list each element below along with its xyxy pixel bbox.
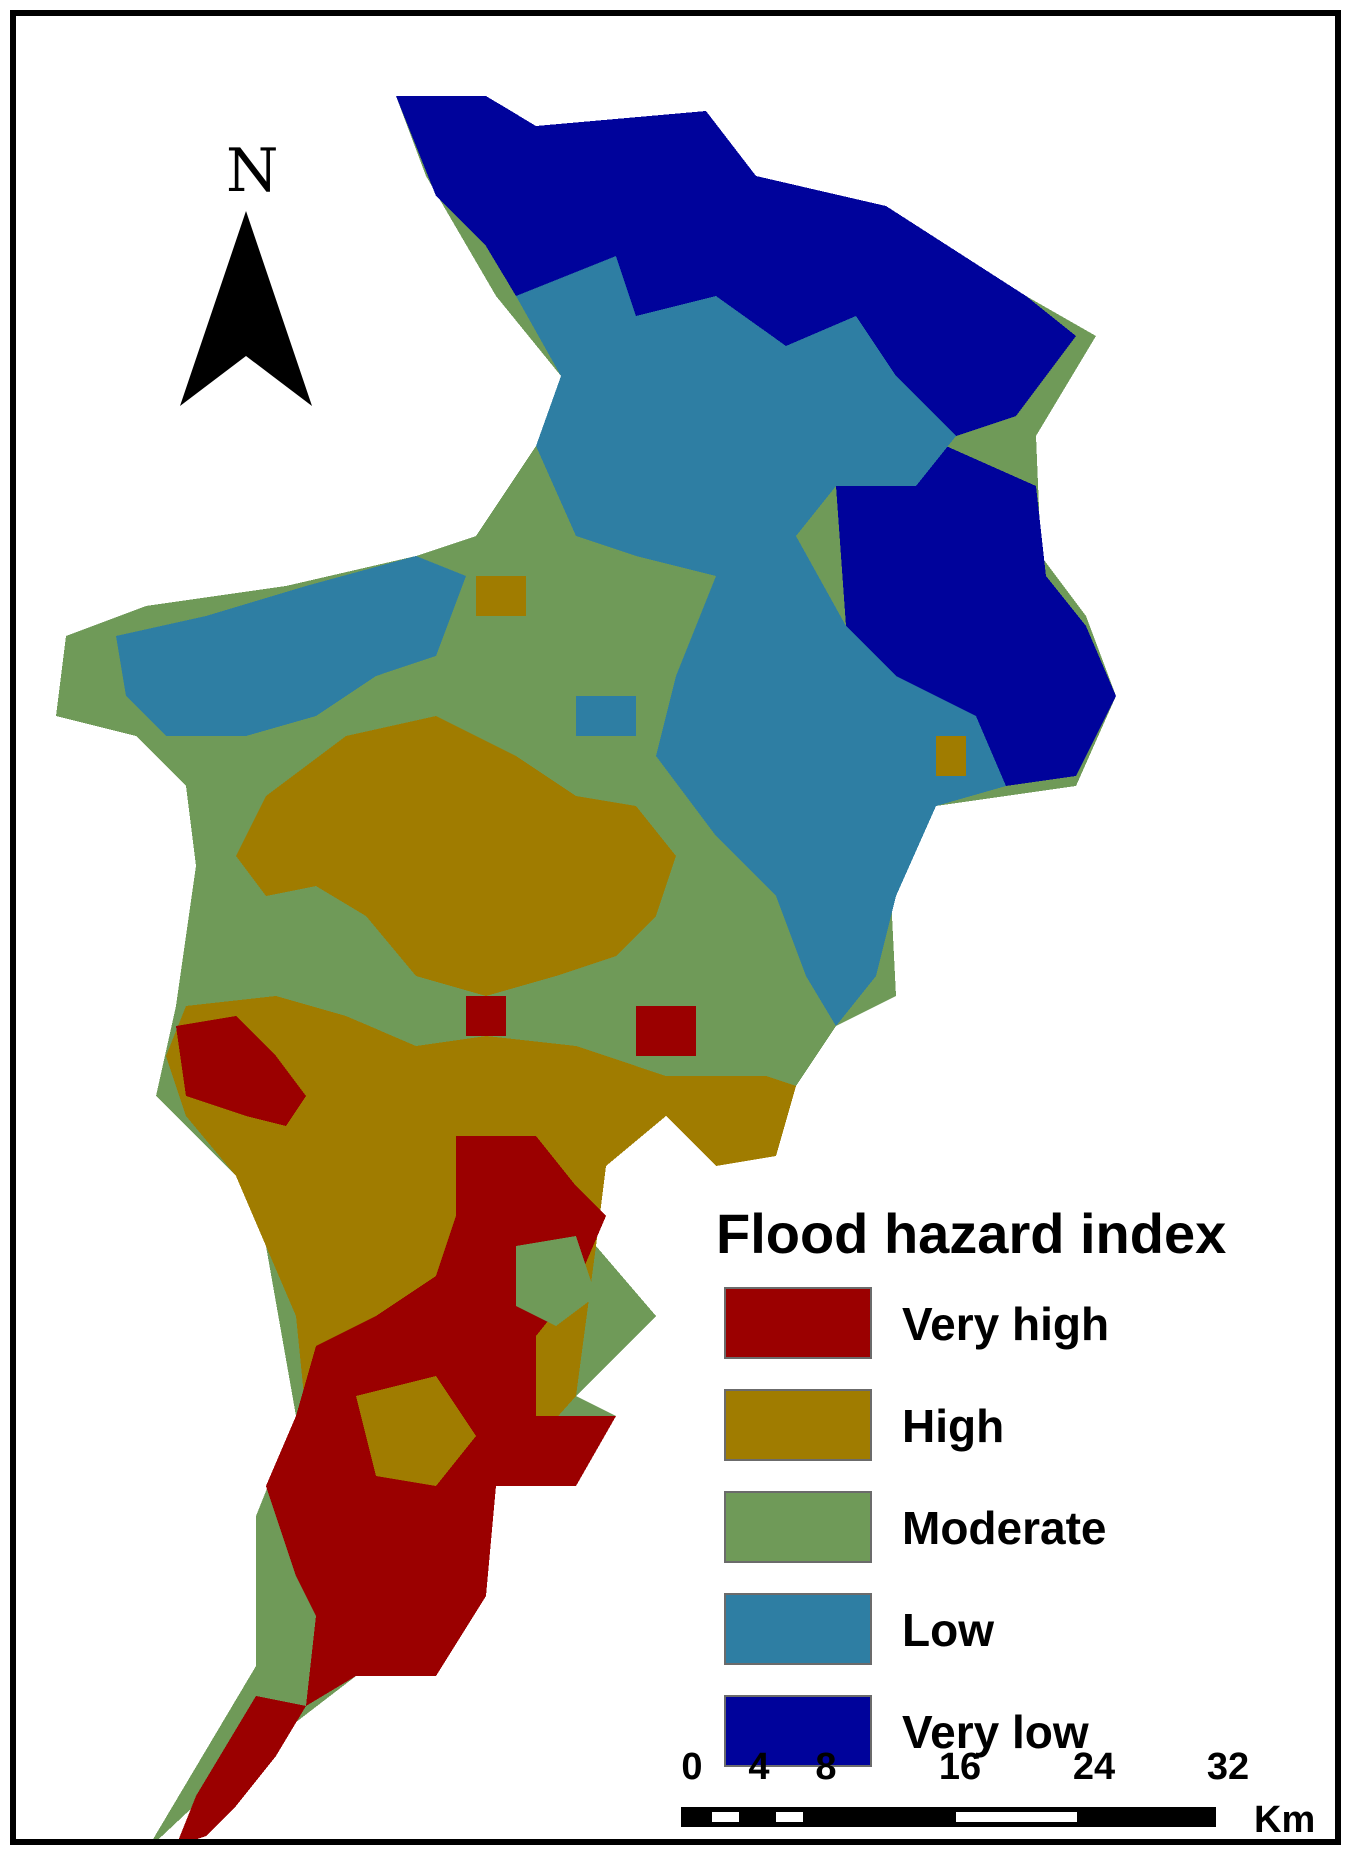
legend-item-very-high: Very high <box>724 1287 1284 1363</box>
scale-tick-32: 32 <box>1206 1746 1250 1788</box>
legend-swatch-moderate <box>724 1491 872 1563</box>
zone-very-high-patch <box>466 996 506 1036</box>
north-arrow-icon <box>180 211 312 406</box>
scale-tick-0: 0 <box>681 1746 703 1788</box>
zone-high-patch <box>476 576 526 616</box>
legend-item-very-low: Very low <box>724 1695 1284 1771</box>
zone-very-low-east <box>836 446 1116 786</box>
zone-very-low-north <box>396 96 1076 436</box>
scale-tick-24: 24 <box>1072 1746 1116 1788</box>
zone-very-high-west <box>176 1016 306 1126</box>
legend-swatch-very-high <box>724 1287 872 1359</box>
zone-high-patch <box>936 736 966 776</box>
scale-tick-4: 4 <box>748 1746 770 1788</box>
scale-tick-8: 8 <box>815 1746 837 1788</box>
zone-low-patch <box>576 696 636 736</box>
zone-very-high-tail <box>178 1696 306 1839</box>
legend-item-high: High <box>724 1389 1284 1465</box>
legend-item-low: Low <box>724 1593 1284 1669</box>
legend-swatch-very-low <box>724 1695 872 1767</box>
legend-item-moderate: Moderate <box>724 1491 1284 1567</box>
north-label: N <box>226 136 279 206</box>
scale-bar <box>681 1807 1216 1827</box>
scale-tick-16: 16 <box>938 1746 982 1788</box>
zone-low-mid <box>116 556 466 736</box>
legend-label-very-high: Very high <box>902 1298 1110 1350</box>
legend-label-low: Low <box>902 1604 994 1656</box>
scale-unit: Km <box>1254 1799 1316 1841</box>
legend-title: Flood hazard index <box>716 1202 1227 1265</box>
legend-swatch-high <box>724 1389 872 1461</box>
zone-low-east <box>656 536 1006 1026</box>
legend-label-high: High <box>902 1400 1005 1452</box>
zone-high-pocket <box>356 1376 476 1486</box>
legend-swatch-low <box>724 1593 872 1665</box>
zone-low-north <box>516 256 956 576</box>
zone-high-central <box>236 716 676 996</box>
zone-moderate-pocket <box>516 1236 596 1326</box>
hazard-map <box>56 96 1116 1839</box>
legend-label-moderate: Moderate <box>902 1502 1107 1554</box>
map-frame: N Flood hazard index Very high High Mode… <box>10 10 1341 1845</box>
zone-very-high-patch <box>636 1006 696 1056</box>
legend-label-very-low: Very low <box>902 1706 1089 1758</box>
